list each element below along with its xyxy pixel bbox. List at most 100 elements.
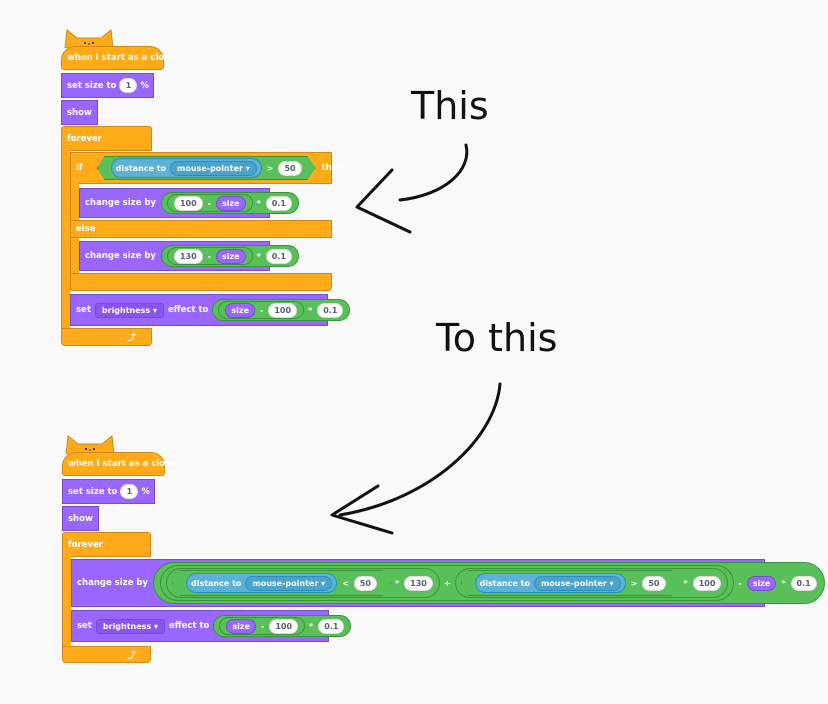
if-block[interactable]: if distance to mouse-pointer ▾ > 50 then bbox=[70, 152, 344, 184]
multiply-operator[interactable]: distance to mouse-pointer ▾ < 50 * 130 bbox=[165, 568, 440, 598]
brightness-text: brightness bbox=[101, 305, 151, 315]
minus-operator[interactable]: size - 100 bbox=[219, 617, 306, 635]
set-effect-block[interactable]: set brightness ▾ effect to size - 100 * … bbox=[71, 610, 352, 642]
number-input[interactable]: 100 bbox=[269, 618, 299, 634]
number-input[interactable]: 130 bbox=[173, 248, 203, 264]
times-symbol: * bbox=[256, 251, 261, 261]
effect-to-label: effect to bbox=[169, 621, 210, 631]
top-annotation-label: This bbox=[411, 84, 489, 128]
hat-label: when I start as a clone bbox=[68, 459, 177, 469]
forever-block[interactable]: forever bbox=[61, 126, 152, 151]
number-input[interactable]: 0.1 bbox=[318, 618, 345, 634]
minus-operator[interactable]: 130 - size bbox=[166, 247, 253, 265]
else-label: else bbox=[76, 224, 96, 234]
hat-label: when I start as a clone bbox=[67, 53, 176, 63]
brightness-text: brightness bbox=[102, 621, 152, 631]
loop-arrow-icon: ⤴ bbox=[127, 333, 136, 343]
forever-label: forever bbox=[67, 133, 102, 144]
size-input[interactable]: 1 bbox=[120, 484, 139, 499]
multiply-operator[interactable]: distance to mouse-pointer ▾ > 50 * 100 bbox=[454, 568, 729, 598]
size-reporter[interactable]: size bbox=[216, 248, 246, 264]
cat-head-icon bbox=[65, 435, 115, 454]
number-input[interactable]: 130 bbox=[404, 575, 433, 591]
size-reporter[interactable]: size bbox=[225, 302, 255, 318]
multiply-operator[interactable]: size - 100 * 0.1 bbox=[213, 615, 352, 637]
show-block[interactable]: show bbox=[61, 100, 98, 125]
minus-operator[interactable]: 100 - size bbox=[166, 194, 253, 212]
minus-symbol: - bbox=[738, 578, 742, 588]
if-else-bottom bbox=[70, 273, 332, 291]
minus-symbol: - bbox=[207, 251, 211, 261]
multiply-operator[interactable]: distance to mouse-pointer ▾ < 50 * 130 + bbox=[152, 562, 825, 604]
number-input[interactable]: 0.1 bbox=[317, 302, 344, 318]
forever-label: forever bbox=[68, 539, 103, 550]
size-reporter[interactable]: size bbox=[216, 195, 246, 211]
number-input[interactable]: 100 bbox=[692, 575, 722, 591]
change-size-label: change size by bbox=[77, 578, 148, 588]
size-input[interactable]: 1 bbox=[119, 78, 138, 93]
set-size-label: set size to bbox=[68, 486, 118, 497]
number-input[interactable]: 0.1 bbox=[790, 575, 817, 591]
dropdown-arrow-icon: ▾ bbox=[154, 621, 159, 631]
mouse-pointer-dropdown[interactable]: mouse-pointer ▾ bbox=[245, 576, 332, 591]
number-input[interactable]: 100 bbox=[173, 195, 203, 211]
multiply-operator[interactable]: 130 - size * 0.1 bbox=[160, 245, 299, 267]
change-size-block-2[interactable]: change size by 130 - size * 0.1 bbox=[79, 241, 299, 271]
distance-label: distance to bbox=[115, 163, 167, 173]
set-size-block[interactable]: set size to 1 % bbox=[61, 73, 154, 98]
multiply-operator[interactable]: 100 - size * 0.1 bbox=[160, 192, 299, 214]
forever-arm bbox=[61, 150, 70, 336]
number-input[interactable]: 0.1 bbox=[265, 195, 292, 211]
loop-arrow-icon: ⤴ bbox=[127, 650, 136, 661]
threshold-input[interactable]: 50 bbox=[278, 161, 301, 176]
gt-symbol: > bbox=[266, 163, 274, 173]
when-i-start-as-clone-block[interactable]: when I start as a clone bbox=[61, 46, 176, 70]
times-symbol: * bbox=[683, 578, 688, 588]
mouse-pointer-dropdown[interactable]: mouse-pointer ▾ bbox=[534, 576, 621, 591]
then-label: then bbox=[321, 163, 344, 173]
forever-bottom: ⤴ bbox=[61, 328, 152, 346]
gt-symbol: > bbox=[630, 578, 638, 588]
change-size-label: change size by bbox=[85, 198, 156, 208]
threshold-input[interactable]: 50 bbox=[354, 576, 377, 591]
size-reporter[interactable]: size bbox=[746, 575, 777, 591]
plus-operator[interactable]: distance to mouse-pointer ▾ < 50 * 130 + bbox=[159, 565, 735, 601]
set-effect-block[interactable]: set brightness ▾ effect to size - 100 * … bbox=[70, 294, 351, 326]
percent-label: % bbox=[140, 80, 149, 91]
distance-label: distance to bbox=[190, 578, 242, 588]
minus-symbol: - bbox=[261, 621, 265, 631]
mouse-pointer-text: mouse-pointer bbox=[252, 578, 319, 588]
size-reporter[interactable]: size bbox=[226, 618, 256, 634]
show-block[interactable]: show bbox=[62, 506, 99, 531]
effect-dropdown[interactable]: brightness ▾ bbox=[94, 302, 165, 318]
threshold-input[interactable]: 50 bbox=[642, 576, 665, 591]
greater-than-operator[interactable]: distance to mouse-pointer ▾ > 50 bbox=[461, 570, 680, 596]
less-than-operator[interactable]: distance to mouse-pointer ▾ < 50 bbox=[172, 570, 391, 596]
set-size-block[interactable]: set size to 1 % bbox=[62, 479, 155, 504]
distance-sensing[interactable]: distance to mouse-pointer ▾ bbox=[475, 573, 626, 593]
change-size-block[interactable]: change size by distance to mouse-pointer… bbox=[71, 559, 825, 607]
mouse-pointer-dropdown[interactable]: mouse-pointer ▾ bbox=[170, 161, 257, 176]
dropdown-arrow-icon: ▾ bbox=[609, 578, 614, 588]
percent-label: % bbox=[141, 486, 150, 497]
distance-sensing[interactable]: distance to mouse-pointer ▾ bbox=[111, 158, 262, 178]
effect-dropdown[interactable]: brightness ▾ bbox=[95, 618, 166, 634]
cat-head-icon bbox=[64, 29, 114, 48]
distance-sensing[interactable]: distance to mouse-pointer ▾ bbox=[186, 573, 337, 593]
times-symbol: * bbox=[308, 305, 313, 315]
forever-arm bbox=[62, 556, 71, 656]
greater-than-operator[interactable]: distance to mouse-pointer ▾ > 50 bbox=[97, 156, 316, 180]
dropdown-arrow-icon: ▾ bbox=[153, 305, 158, 315]
mouse-pointer-text: mouse-pointer bbox=[177, 163, 243, 173]
change-size-block-1[interactable]: change size by 100 - size * 0.1 bbox=[79, 188, 299, 218]
else-block[interactable]: else bbox=[70, 220, 332, 238]
multiply-operator[interactable]: size - 100 * 0.1 bbox=[212, 299, 351, 321]
change-size-label: change size by bbox=[85, 251, 156, 261]
number-input[interactable]: 0.1 bbox=[265, 248, 292, 264]
when-i-start-as-clone-block[interactable]: when I start as a clone bbox=[62, 452, 177, 476]
number-input[interactable]: 100 bbox=[268, 302, 298, 318]
forever-block[interactable]: forever bbox=[62, 532, 151, 557]
minus-operator[interactable]: size - 100 bbox=[218, 301, 305, 319]
